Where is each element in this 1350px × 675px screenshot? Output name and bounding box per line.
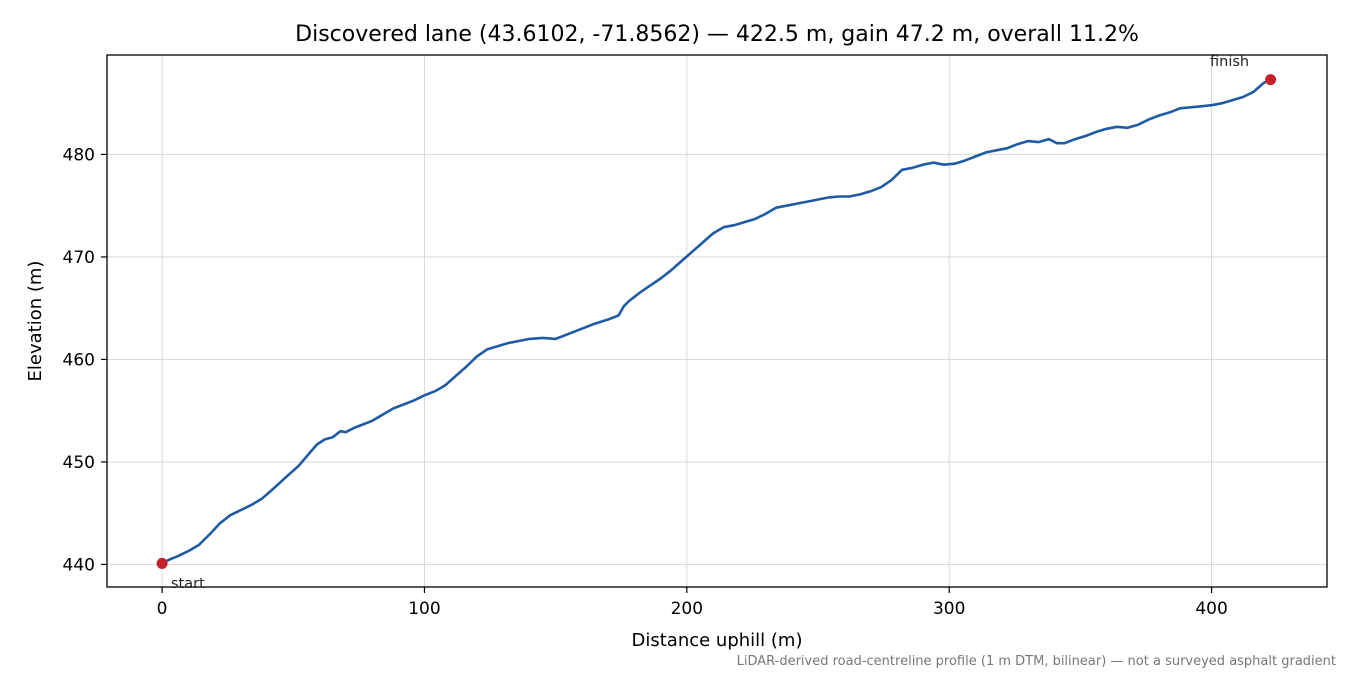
grid-layer — [107, 55, 1327, 587]
marker-layer — [156, 74, 1277, 569]
x-tick-label: 200 — [671, 599, 703, 619]
series-layer — [160, 78, 1272, 565]
finish-annotation: finish — [1210, 54, 1249, 70]
plot-frame — [106, 54, 1328, 588]
footnote: LiDAR-derived road-centreline profile (1… — [737, 654, 1336, 669]
y-axis-label: Elevation (m) — [25, 261, 46, 382]
elevation-series-line — [160, 78, 1272, 565]
y-tick-label: 440 — [63, 555, 95, 575]
y-tick-label: 470 — [63, 248, 95, 268]
tick-layer: 0 100 200 300 400 440 450 460 470 480 — [63, 145, 1228, 619]
x-tick-label: 300 — [933, 599, 965, 619]
chart-title: Discovered lane (43.6102, -71.8562) — 42… — [295, 22, 1139, 47]
y-tick-label: 450 — [63, 453, 95, 473]
x-tick-label: 400 — [1195, 599, 1227, 619]
start-annotation: start — [171, 576, 205, 592]
y-tick-label: 480 — [63, 145, 95, 165]
finish-marker — [1265, 74, 1277, 86]
x-tick-label: 100 — [408, 599, 440, 619]
x-axis-label: Distance uphill (m) — [632, 630, 803, 651]
y-tick-label: 460 — [63, 350, 95, 370]
x-tick-label: 0 — [157, 599, 168, 619]
start-marker — [156, 557, 168, 569]
